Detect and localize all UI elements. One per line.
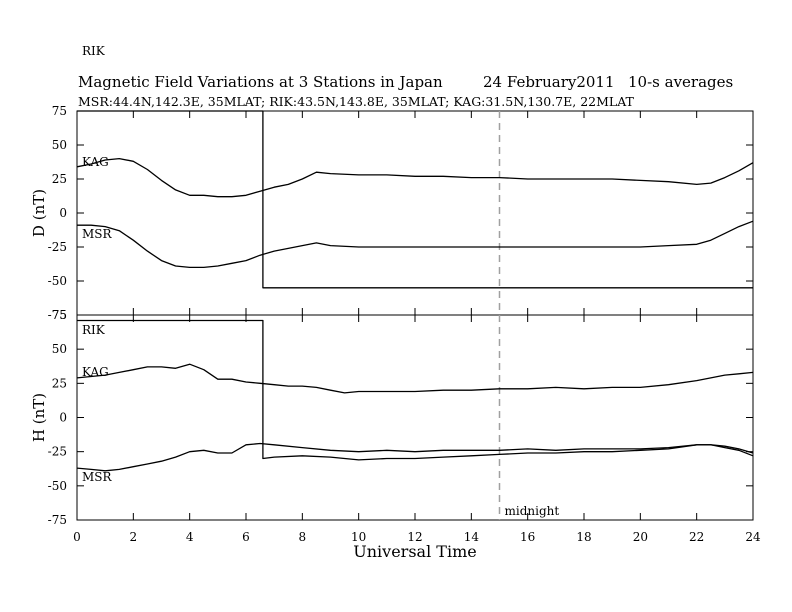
- y-tick-label: 75: [52, 104, 67, 118]
- y-tick-label: 25: [52, 172, 67, 186]
- y-tick-label: 50: [52, 342, 67, 356]
- series-line-rik: [77, 110, 753, 289]
- series-line-msr: [77, 220, 754, 269]
- x-tick-label: 2: [130, 530, 138, 544]
- x-tick-label: 24: [745, 530, 761, 544]
- x-tick-label: 20: [633, 530, 648, 544]
- series-line-rik: [77, 319, 754, 461]
- station-coordinates: MSR:44.4N,142.3E, 35MLAT; RIK:43.5N,143.…: [78, 94, 635, 109]
- plot-frame: [76, 110, 754, 316]
- x-tick-label: 22: [689, 530, 704, 544]
- series-label-msr: MSR: [82, 227, 113, 241]
- x-tick-label: 10: [351, 530, 366, 544]
- y-axis-label: D (nT): [30, 189, 48, 237]
- y-tick-label: -50: [48, 479, 67, 493]
- y-tick-label: 50: [52, 138, 67, 152]
- y-axis-label: H (nT): [30, 393, 48, 442]
- series-label-msr: MSR: [82, 470, 113, 484]
- x-tick-label: 0: [73, 530, 81, 544]
- y-tick-label: -25: [48, 240, 67, 254]
- series-label-rik: RIK: [82, 44, 106, 58]
- x-tick-label: 16: [520, 530, 535, 544]
- y-tick-label: 0: [59, 411, 67, 425]
- y-tick-label: -50: [48, 274, 67, 288]
- x-tick-label: 6: [242, 530, 250, 544]
- series-line-msr: [76, 442, 754, 472]
- x-tick-label: 12: [407, 530, 422, 544]
- y-tick-label: 25: [52, 376, 67, 390]
- series-label-kag: KAG: [82, 155, 109, 169]
- x-axis-label: Universal Time: [353, 542, 476, 561]
- y-tick-label: 0: [59, 206, 67, 220]
- y-tick-label: -75: [48, 308, 67, 322]
- midnight-annotation: midnight: [505, 504, 560, 518]
- y-tick-label: -75: [48, 513, 67, 527]
- x-tick-label: 14: [464, 530, 480, 544]
- chart-averaging: 10-s averages: [628, 73, 733, 91]
- x-tick-label: 8: [299, 530, 307, 544]
- x-tick-label: 4: [186, 530, 194, 544]
- chart-title: Magnetic Field Variations at 3 Stations …: [78, 73, 443, 91]
- series-label-rik: RIK: [82, 323, 106, 337]
- series-label-kag: KAG: [82, 365, 109, 379]
- x-tick-label: 18: [576, 530, 591, 544]
- y-tick-label: -25: [48, 445, 67, 459]
- y-tick-label: 75: [52, 308, 67, 322]
- series-line-kag: [76, 363, 754, 394]
- series-line-kag: [76, 157, 754, 198]
- plot-frame: [76, 314, 754, 521]
- chart-date: 24 February2011: [483, 73, 615, 91]
